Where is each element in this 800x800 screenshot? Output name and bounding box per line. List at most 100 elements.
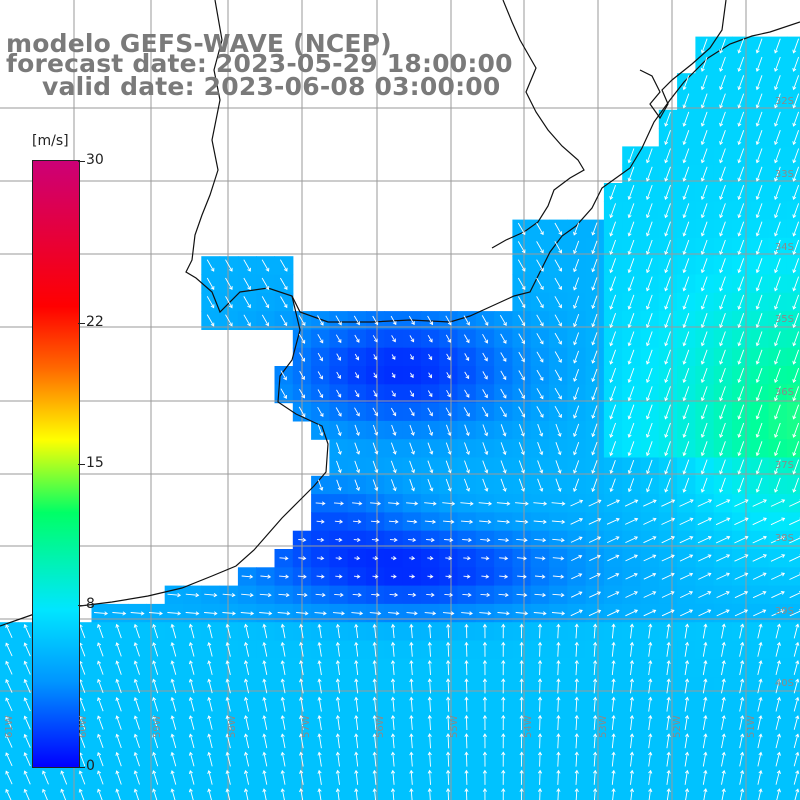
wind-arrow bbox=[611, 769, 616, 785]
wind-arrow bbox=[661, 609, 675, 617]
wind-arrow bbox=[792, 38, 800, 54]
wind-arrow bbox=[664, 203, 671, 219]
wind-arrow bbox=[775, 678, 781, 694]
wind-arrow bbox=[336, 479, 342, 491]
wind-arrow bbox=[591, 368, 598, 383]
wind-arrow bbox=[591, 240, 598, 255]
wind-arrow bbox=[317, 769, 322, 785]
colorbar-tick-label: 30 bbox=[86, 152, 104, 168]
wind-arrow bbox=[771, 572, 786, 580]
wind-arrow bbox=[719, 93, 726, 109]
wind-arrow bbox=[629, 733, 635, 749]
wind-arrow bbox=[739, 788, 745, 800]
wind-arrow bbox=[775, 751, 781, 767]
wind-arrow bbox=[464, 641, 469, 657]
wind-arrow bbox=[737, 166, 745, 182]
wind-arrow bbox=[408, 315, 415, 326]
wind-arrow bbox=[755, 258, 763, 274]
wind-arrow bbox=[611, 788, 616, 800]
wind-arrow bbox=[170, 641, 177, 657]
wind-arrow bbox=[682, 258, 690, 274]
wind-arrow bbox=[551, 501, 566, 506]
wind-arrow bbox=[446, 788, 451, 800]
wind-arrow bbox=[570, 536, 583, 543]
wind-arrow bbox=[715, 499, 731, 507]
wind-arrow bbox=[335, 556, 343, 561]
longitude-label: 53W bbox=[597, 715, 609, 738]
wind-arrow bbox=[682, 294, 690, 310]
wind-arrow bbox=[501, 751, 506, 767]
wind-speed-cell bbox=[73, 786, 93, 800]
wind-arrow bbox=[427, 678, 432, 694]
wind-arrow bbox=[152, 696, 159, 712]
wind-arrow bbox=[574, 678, 579, 694]
wind-arrow bbox=[534, 538, 547, 543]
wind-speed-cell bbox=[786, 164, 800, 184]
wind-arrow bbox=[222, 592, 236, 598]
wind-arrow bbox=[593, 788, 598, 800]
wind-arrow bbox=[409, 460, 416, 474]
wind-arrow bbox=[373, 354, 378, 361]
wind-arrow bbox=[648, 641, 653, 657]
wind-arrow bbox=[719, 477, 726, 493]
wind-arrow bbox=[519, 769, 524, 785]
wind-arrow bbox=[188, 641, 195, 657]
wind-arrow bbox=[391, 372, 396, 379]
colorbar-tick-mark bbox=[78, 322, 85, 324]
latitude-label: 40S bbox=[774, 678, 794, 690]
wind-arrow bbox=[737, 56, 745, 72]
wind-arrow bbox=[372, 460, 379, 474]
wind-arrow bbox=[280, 696, 286, 712]
wind-arrow bbox=[501, 623, 506, 639]
wind-arrow bbox=[700, 184, 708, 201]
wind-arrow bbox=[316, 556, 325, 561]
wind-arrow bbox=[409, 407, 415, 417]
wind-arrow bbox=[643, 499, 657, 507]
wind-arrow bbox=[664, 239, 671, 255]
wind-arrow bbox=[372, 424, 379, 436]
wind-speed-cell bbox=[366, 786, 385, 800]
longitude-label: 55W bbox=[449, 715, 461, 738]
wind-arrow bbox=[684, 678, 690, 694]
wind-arrow bbox=[298, 556, 307, 561]
wind-arrow bbox=[428, 372, 433, 379]
wind-arrow bbox=[682, 148, 690, 164]
wind-arrow bbox=[627, 441, 635, 457]
wind-arrow bbox=[700, 441, 708, 457]
wind-arrow bbox=[479, 519, 492, 524]
wind-speed-cell bbox=[786, 494, 800, 513]
wind-arrow bbox=[152, 788, 158, 800]
wind-arrow bbox=[607, 536, 620, 544]
wind-arrow bbox=[752, 590, 767, 599]
wind-arrow bbox=[757, 769, 763, 785]
wind-arrow bbox=[792, 477, 800, 493]
wind-arrow bbox=[335, 623, 341, 639]
wind-arrow bbox=[482, 659, 487, 676]
wind-arrow bbox=[170, 733, 177, 749]
wind-speed-cell bbox=[786, 311, 800, 330]
wind-arrow bbox=[409, 390, 414, 398]
wind-arrow bbox=[682, 184, 690, 201]
wind-arrow bbox=[243, 715, 250, 730]
wind-arrow bbox=[225, 296, 233, 309]
wind-arrow bbox=[225, 733, 231, 749]
wind-speed-cell bbox=[18, 786, 38, 800]
wind-arrow bbox=[445, 315, 452, 326]
wind-arrow bbox=[115, 715, 122, 730]
wind-arrow bbox=[682, 331, 690, 347]
wind-arrow bbox=[666, 696, 671, 712]
wind-arrow bbox=[446, 372, 451, 379]
wind-arrow bbox=[133, 623, 140, 639]
wind-arrow bbox=[152, 715, 159, 730]
longitude-label: 60W bbox=[78, 715, 90, 738]
wind-arrow bbox=[243, 641, 250, 657]
wind-speed-cell bbox=[91, 786, 111, 800]
wind-arrow bbox=[225, 641, 231, 657]
wind-arrow bbox=[792, 386, 800, 402]
wind-arrow bbox=[280, 788, 285, 800]
wind-arrow bbox=[666, 714, 671, 730]
wind-arrow bbox=[372, 696, 377, 712]
wind-arrow bbox=[573, 295, 580, 309]
wind-arrow bbox=[648, 660, 653, 676]
wind-arrow bbox=[225, 623, 231, 639]
